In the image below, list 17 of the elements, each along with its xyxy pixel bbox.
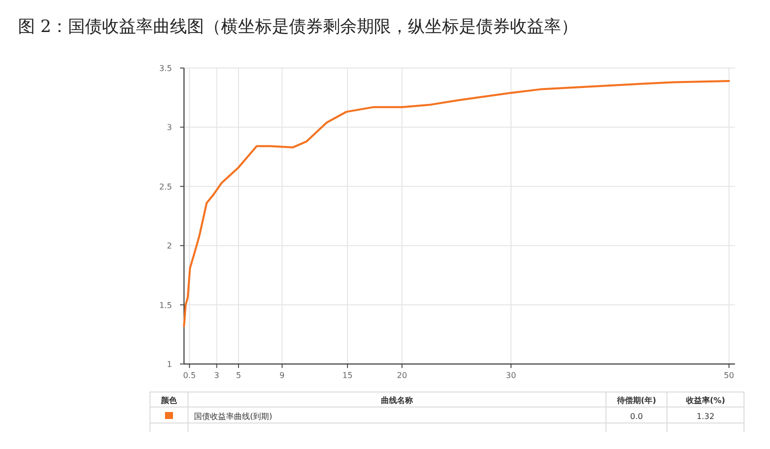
y-tick-label: 2 (166, 242, 172, 251)
y-tick-label: 3 (166, 123, 172, 132)
x-tick-label: 5 (236, 371, 242, 380)
line-series (183, 80, 730, 328)
y-tick-label: 1.5 (159, 300, 172, 310)
x-tick-label: 9 (280, 371, 285, 380)
x-tick-label: 15 (342, 371, 353, 380)
y-tick-label: 1 (166, 360, 172, 369)
x-tick-label: 0.5 (183, 371, 196, 380)
x-tick-label: 20 (396, 371, 408, 380)
chart-title: 图 2：国债收益率曲线图（横坐标是债券剩余期限，纵坐标是债券收益率） (18, 17, 578, 37)
y-tick-label: 2.5 (159, 182, 172, 192)
legend: 颜色 曲线名称 待偿期(年) 收益率(%) 国债收益率曲线(到期) 0.0 1.32 (150, 392, 744, 432)
x-tick-label: 3 (214, 371, 220, 380)
x-tick-label: 30 (506, 371, 516, 380)
x-tick-label: 50 (724, 371, 734, 380)
y-tick-label: 3.5 (159, 64, 172, 73)
